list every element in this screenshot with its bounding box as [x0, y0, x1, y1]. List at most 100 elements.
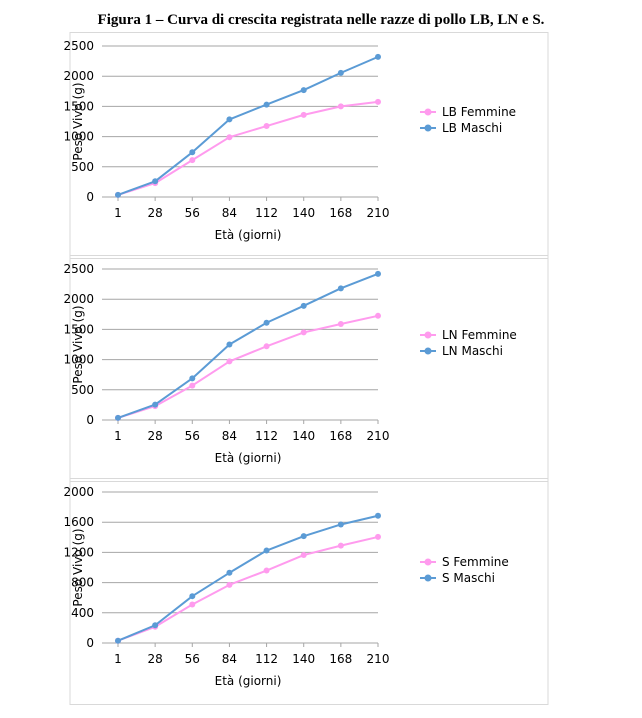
x-tick-label: 168 — [329, 206, 352, 220]
data-point — [300, 111, 307, 118]
x-tick-label: 168 — [329, 429, 352, 443]
x-axis-label: Età (giorni) — [215, 674, 282, 688]
data-point — [115, 191, 121, 198]
series-line — [117, 272, 379, 419]
data-point — [300, 302, 307, 309]
data-point — [337, 103, 344, 110]
x-tick-label: 112 — [255, 652, 278, 666]
series-line — [117, 100, 379, 196]
data-point — [226, 581, 233, 588]
data-point — [375, 512, 381, 519]
data-point — [263, 343, 270, 350]
chart-svg: 0 500 1000 1500 2000 2500 1 28 56 84 112 140 168 210 E… — [63, 255, 549, 482]
y-tick-label: 1500 — [63, 322, 94, 336]
data-point — [375, 98, 381, 105]
legend-label: LB Femmine — [442, 105, 516, 119]
y-tick-label: 400 — [71, 606, 94, 620]
y-tick-label: 2500 — [63, 39, 94, 53]
legend-swatch-marker — [424, 574, 432, 582]
chart-frame — [69, 255, 549, 482]
data-point — [300, 552, 307, 559]
x-tick-label: 56 — [185, 429, 200, 443]
data-point — [115, 414, 121, 421]
series-line — [117, 535, 379, 642]
x-tick-label: 210 — [367, 652, 390, 666]
data-point — [189, 601, 196, 608]
data-point — [263, 319, 270, 326]
data-point — [189, 375, 196, 382]
x-tick-label: 140 — [292, 206, 315, 220]
legend-label: LN Maschi — [442, 344, 503, 358]
data-point — [337, 69, 344, 76]
x-axis-label: Età (giorni) — [215, 451, 282, 465]
x-tick-label: 140 — [292, 652, 315, 666]
x-tick-label: 28 — [148, 429, 163, 443]
data-point — [189, 149, 196, 156]
y-axis-label: Peso Vivo (g) — [71, 305, 85, 383]
data-point — [375, 312, 381, 319]
data-point — [152, 178, 159, 185]
data-point — [263, 567, 270, 574]
y-tick-label: 2000 — [63, 292, 94, 306]
x-tick-label: 56 — [185, 206, 200, 220]
data-point — [337, 542, 344, 549]
legend-label: LB Maschi — [442, 121, 502, 135]
data-point — [152, 622, 159, 629]
chart-svg: 0 400 800 1200 1600 2000 1 28 56 84 112 140 168 210 Et… — [63, 478, 549, 705]
data-point — [189, 593, 196, 600]
data-point — [226, 134, 233, 141]
series-line — [117, 55, 379, 196]
series-line — [117, 314, 379, 419]
y-axis-label: Peso Vivo (g) — [71, 528, 85, 606]
y-tick-label: 1000 — [63, 353, 94, 367]
y-tick-label: 0 — [86, 413, 94, 427]
legend-swatch-marker — [424, 347, 432, 355]
data-point — [226, 116, 233, 123]
legend-swatch-marker — [424, 558, 432, 566]
legend-swatch-marker — [424, 108, 432, 116]
y-tick-label: 0 — [86, 190, 94, 204]
x-tick-label: 1 — [114, 652, 122, 666]
legend-swatch-marker — [424, 124, 432, 132]
series-line — [117, 514, 379, 642]
chart-ln: 0 500 1000 1500 2000 2500 1 28 56 84 112 140 168 210 E… — [0, 255, 642, 490]
y-tick-label: 500 — [71, 383, 94, 397]
data-point — [375, 533, 381, 540]
y-tick-label: 500 — [71, 160, 94, 174]
chart-lb: 0 500 1000 1500 2000 2500 1 28 56 84 112 140 168 210 E… — [0, 32, 642, 267]
data-point — [375, 53, 381, 60]
y-tick-label: 1600 — [63, 515, 94, 529]
data-point — [226, 569, 233, 576]
y-tick-label: 1200 — [63, 545, 94, 559]
data-point — [263, 547, 270, 554]
x-tick-label: 84 — [222, 206, 237, 220]
data-point — [263, 123, 270, 130]
data-point — [300, 533, 307, 540]
x-tick-label: 1 — [114, 206, 122, 220]
data-point — [337, 285, 344, 292]
x-tick-label: 56 — [185, 652, 200, 666]
data-point — [300, 87, 307, 94]
y-tick-label: 800 — [71, 576, 94, 590]
data-point — [337, 320, 344, 327]
chart-frame — [69, 478, 549, 705]
x-tick-label: 112 — [255, 206, 278, 220]
legend-label: S Maschi — [442, 571, 495, 585]
data-point — [226, 358, 233, 365]
data-point — [337, 521, 344, 528]
x-tick-label: 168 — [329, 652, 352, 666]
y-tick-label: 0 — [86, 636, 94, 650]
data-point — [300, 329, 307, 336]
data-point — [375, 270, 381, 277]
data-point — [263, 101, 270, 108]
legend-label: S Femmine — [442, 555, 509, 569]
x-tick-label: 112 — [255, 429, 278, 443]
y-axis-label: Peso Vivo (g) — [71, 82, 85, 160]
x-tick-label: 28 — [148, 652, 163, 666]
x-tick-label: 210 — [367, 429, 390, 443]
y-tick-label: 1500 — [63, 99, 94, 113]
x-tick-label: 1 — [114, 429, 122, 443]
x-tick-label: 140 — [292, 429, 315, 443]
data-point — [226, 341, 233, 348]
y-tick-label: 2000 — [63, 69, 94, 83]
